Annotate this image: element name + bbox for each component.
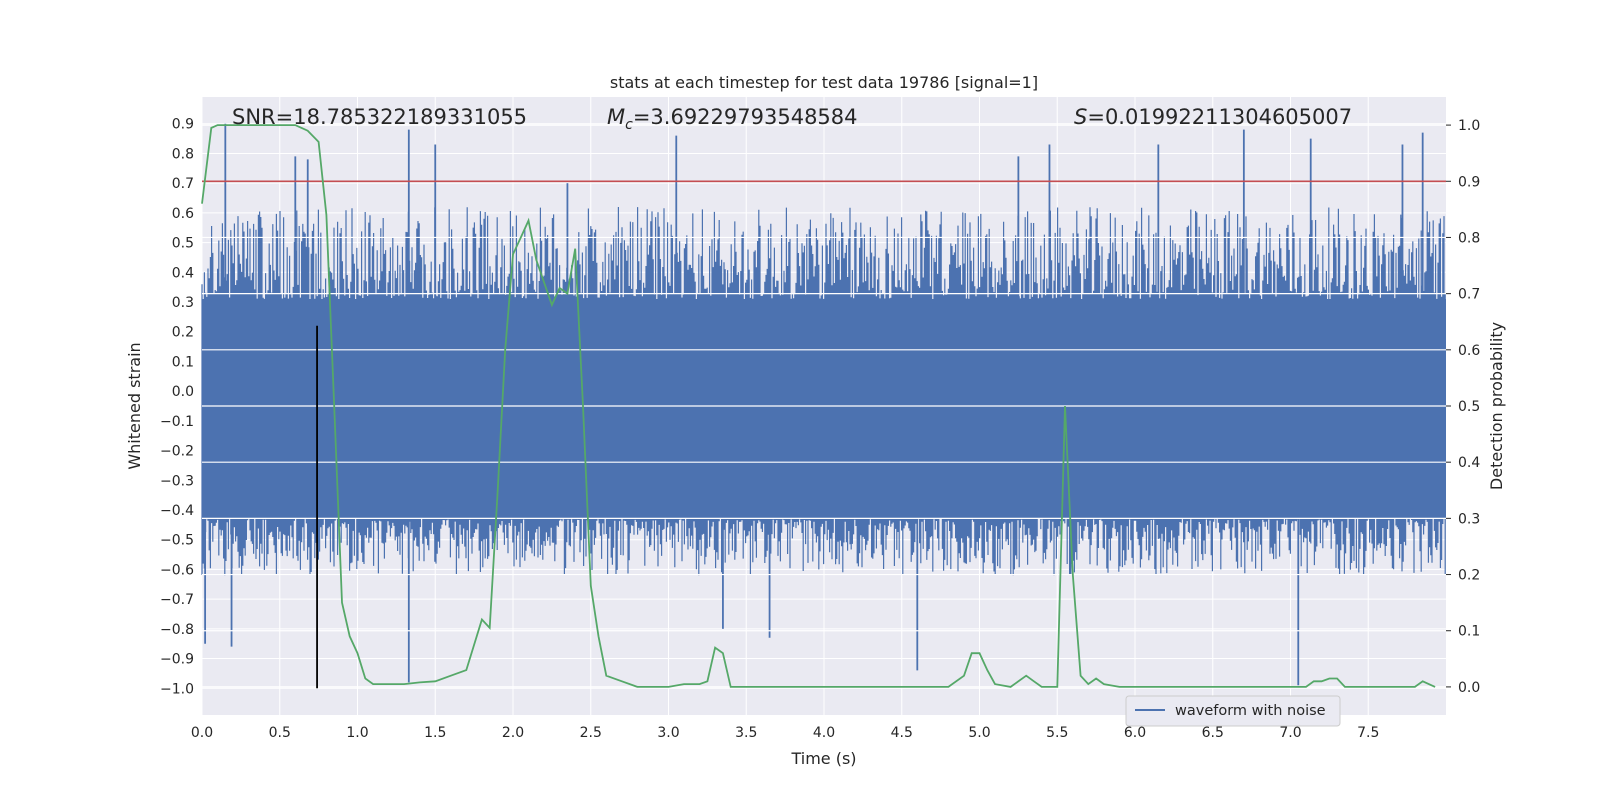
y-right-tick-label: 0.8 bbox=[1458, 230, 1480, 246]
waveform-peaks bbox=[204, 123, 1424, 686]
y-left-tick-label: 0.0 bbox=[172, 384, 194, 400]
y-left-tick-label: −1.0 bbox=[160, 681, 194, 697]
y-left-tick-label: −0.6 bbox=[160, 562, 194, 578]
y-axis-label-left: Whitened strain bbox=[125, 342, 144, 469]
x-tick-label: 1.0 bbox=[346, 725, 368, 741]
x-tick-label: 1.5 bbox=[424, 725, 446, 741]
x-tick-label: 0.5 bbox=[269, 725, 291, 741]
y-right-tick-label: 0.5 bbox=[1458, 399, 1480, 415]
y-right-tick-label: 0.9 bbox=[1458, 174, 1480, 190]
s-symbol: S bbox=[1074, 105, 1087, 129]
x-tick-label: 4.0 bbox=[813, 725, 835, 741]
mc-subscript: c bbox=[625, 117, 633, 133]
x-tick-label: 5.0 bbox=[968, 725, 990, 741]
y-left-tick-label: −0.8 bbox=[160, 622, 194, 638]
y-right-tick-label: 0.0 bbox=[1458, 680, 1480, 696]
y-left-tick-label: 0.8 bbox=[172, 146, 194, 162]
legend-box bbox=[1125, 695, 1341, 727]
y-left-tick-label: 0.4 bbox=[172, 265, 194, 281]
mc-symbol: M bbox=[607, 105, 625, 129]
x-tick-label: 7.0 bbox=[1279, 725, 1301, 741]
waveform-series bbox=[201, 207, 1446, 576]
y-right-tick-label: 0.7 bbox=[1458, 287, 1480, 303]
x-tick-label: 3.5 bbox=[735, 725, 757, 741]
y-left-tick-label: 0.9 bbox=[172, 117, 194, 133]
y-right-tick-label: 0.1 bbox=[1458, 624, 1480, 640]
y-left-tick-label: −0.3 bbox=[160, 473, 194, 489]
x-tick-label: 4.5 bbox=[891, 725, 913, 741]
y-axis-left-ticks: 0.9 0.8 0.7 0.6 0.5 0.4 0.3 0.2 0.1 0.0 −0.1 −0.2 −0… bbox=[160, 117, 194, 698]
y-right-tick-label: 0.2 bbox=[1458, 568, 1480, 584]
y-right-tick-label: 0.3 bbox=[1458, 511, 1480, 527]
chart-title: stats at each timestep for test data 197… bbox=[610, 73, 1038, 92]
mc-value: =3.69229793548584 bbox=[633, 105, 858, 129]
legend: waveform with noise bbox=[1125, 695, 1341, 727]
y-left-tick-label: −0.2 bbox=[160, 444, 194, 460]
y-left-tick-label: 0.2 bbox=[172, 325, 194, 341]
x-tick-label: 6.5 bbox=[1202, 725, 1224, 741]
waveform-noise bbox=[201, 207, 1446, 576]
s-annotation: S=0.01992211304605007 bbox=[1074, 105, 1352, 129]
y-left-tick-label: 0.7 bbox=[172, 176, 194, 192]
x-tick-label: 7.5 bbox=[1357, 725, 1379, 741]
x-tick-label: 0.0 bbox=[191, 725, 213, 741]
y-left-tick-label: 0.3 bbox=[172, 295, 194, 311]
detection-probability-line bbox=[201, 124, 1436, 688]
x-axis-label: Time (s) bbox=[790, 749, 856, 768]
legend-label: waveform with noise bbox=[1175, 703, 1326, 719]
x-tick-label: 5.5 bbox=[1046, 725, 1068, 741]
x-axis-ticks: 0.0 0.5 1.0 1.5 2.0 2.5 3.0 3.5 4.0 4.5 5.0 5.5 6.0 6… bbox=[191, 725, 1380, 741]
y-left-tick-label: −0.9 bbox=[160, 652, 194, 668]
y-axis-label-right: Detection probability bbox=[1487, 322, 1506, 490]
x-tick-label: 2.5 bbox=[580, 725, 602, 741]
x-tick-label: 3.0 bbox=[657, 725, 679, 741]
y-left-tick-label: 0.6 bbox=[172, 206, 194, 222]
y-left-tick-label: 0.1 bbox=[172, 354, 194, 370]
x-tick-label: 2.0 bbox=[502, 725, 524, 741]
snr-annotation: SNR=18.785322189331055 bbox=[232, 105, 527, 129]
y-right-tick-label: 0.6 bbox=[1458, 343, 1480, 359]
y-left-tick-label: −0.5 bbox=[160, 533, 194, 549]
s-value: =0.01992211304605007 bbox=[1087, 105, 1352, 129]
y-right-tick-label: 1.0 bbox=[1458, 118, 1480, 134]
y-left-tick-label: −0.4 bbox=[160, 503, 194, 519]
y-left-tick-label: 0.5 bbox=[172, 236, 194, 252]
y-axis-right-ticks: 1.0 0.9 0.8 0.7 0.6 0.5 0.4 0.3 0.2 0.1 0.0 bbox=[1446, 118, 1480, 696]
y-left-tick-label: −0.7 bbox=[160, 592, 194, 608]
x-tick-label: 6.0 bbox=[1124, 725, 1146, 741]
y-left-tick-label: −0.1 bbox=[160, 414, 194, 430]
y-right-tick-label: 0.4 bbox=[1458, 455, 1480, 471]
mc-annotation: Mc=3.69229793548584 bbox=[607, 105, 858, 133]
